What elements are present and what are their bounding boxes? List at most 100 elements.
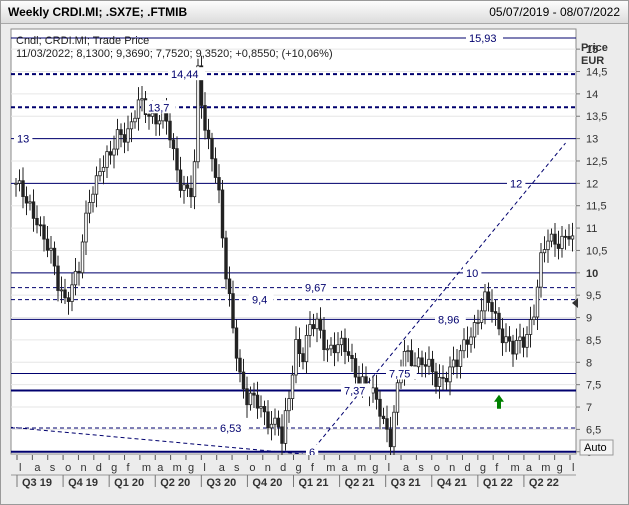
candle-down [122, 134, 127, 143]
y-tick-label: 12,5 [586, 156, 607, 168]
horizontal-levels [11, 37, 576, 453]
candle-down [168, 120, 172, 141]
candle-up [115, 129, 120, 150]
month-label: l [19, 462, 21, 474]
candlesticks [14, 55, 575, 458]
candle-up [273, 417, 277, 425]
quarter-label: Q2 21 [345, 477, 375, 489]
level-label-bg [507, 176, 526, 190]
candle-down [199, 65, 204, 106]
candle-down [77, 270, 81, 274]
candle-down [227, 278, 232, 295]
candle-down [322, 329, 326, 350]
level-label: 6 [309, 447, 315, 459]
y-tick-label: 8 [586, 357, 592, 369]
candle-down [241, 371, 246, 390]
price-axis[interactable]: Price EUR 15 14,5 14 13,5 13 12,5 12 11,5 11 10,5… [576, 42, 608, 459]
candle-up [248, 392, 253, 406]
month-label: a [342, 462, 349, 474]
candle-up [259, 406, 263, 409]
candle-up [101, 166, 106, 172]
trendlines [11, 142, 566, 454]
candle-down [42, 224, 46, 240]
level-label: 8,96 [438, 314, 459, 326]
candle-down [21, 180, 25, 197]
candle-down [147, 114, 151, 117]
axis-title-currency: EUR [581, 55, 604, 67]
level-label-bg [217, 421, 248, 435]
quarter-label: Q2 20 [160, 477, 190, 489]
candle-up [294, 339, 298, 376]
month-label: f [495, 462, 499, 474]
candle-down [63, 289, 67, 299]
legend: Cndl; CRDI.MI; Trade Price 11/03/2022; 8… [16, 35, 333, 60]
quarter-label: Q3 19 [22, 477, 52, 489]
level-label-bg [466, 31, 503, 44]
candle-down [262, 406, 267, 413]
candle-up [458, 350, 463, 367]
month-label: a [219, 462, 226, 474]
candle-up [126, 128, 130, 143]
level-label: 9,67 [305, 283, 326, 295]
month-label: n [449, 462, 455, 474]
candle-up [192, 161, 197, 198]
legend-line-1: Cndl; CRDI.MI; Trade Price [16, 35, 149, 47]
month-label: a [34, 462, 41, 474]
candle-down [66, 297, 71, 302]
level-labels: 15,93 14,44 13,7 13 12 10 9,67 9,4 8,96 7,75 7,37 6… [14, 31, 526, 459]
candle-up [539, 252, 543, 288]
quarter-label: Q1 21 [299, 477, 329, 489]
candle-down [220, 189, 225, 239]
candle-down [388, 428, 393, 448]
candle-up [546, 240, 550, 251]
candle-down [210, 137, 214, 160]
month-label: f [127, 462, 131, 474]
candle-up [17, 180, 22, 184]
candle-down [563, 235, 568, 238]
last-price-marker [572, 298, 578, 308]
candle-down [171, 139, 176, 150]
candle-up [112, 148, 116, 156]
auto-scale-button[interactable]: Auto [579, 439, 614, 456]
level-label: 12 [510, 178, 522, 190]
candle-up [371, 387, 375, 394]
price-chart[interactable]: 15,93 14,44 13,7 13 12 10 9,67 9,4 8,96 7,75 7,37 6… [1, 24, 628, 504]
candle-down [346, 351, 351, 356]
candle-up [94, 175, 99, 195]
y-tick-label: 9,5 [586, 290, 601, 302]
candle-up [504, 336, 508, 344]
month-label: s [234, 462, 240, 474]
month-label: g [111, 462, 117, 474]
month-label: g [296, 462, 302, 474]
candle-down [252, 392, 256, 396]
month-label: m [357, 462, 366, 474]
level-label-bg [145, 100, 176, 114]
candle-up [395, 382, 400, 413]
date-range[interactable]: 05/07/2019 - 08/07/2022 [489, 5, 620, 19]
level-label: 10 [466, 268, 478, 280]
level-label-bg [341, 383, 372, 397]
candle-down [203, 105, 207, 131]
candle-down [364, 376, 368, 385]
time-axis[interactable]: l a s o n d g f m a m g l a s o n d g f m a m g l a s o n d g f m a m g lQ3 … [11, 455, 576, 503]
candle-down [280, 426, 284, 444]
candle-down [119, 129, 123, 136]
candle-up [87, 202, 92, 214]
candle-down [213, 158, 218, 178]
candle-up [182, 184, 186, 191]
candle-up [532, 316, 536, 320]
y-tick-label: 11 [586, 223, 597, 235]
candle-up [304, 335, 309, 363]
candle-up [157, 120, 162, 125]
candle-up [59, 289, 64, 292]
candle-up [196, 65, 200, 163]
candle-up [91, 193, 95, 203]
y-tick-label: 9 [586, 313, 592, 325]
candle-down [385, 418, 389, 430]
candle-down [430, 358, 435, 373]
level-label: 7,75 [389, 368, 410, 380]
y-tick-label: 14,5 [586, 67, 607, 79]
candle-down [465, 339, 470, 345]
candle-up [339, 337, 344, 346]
